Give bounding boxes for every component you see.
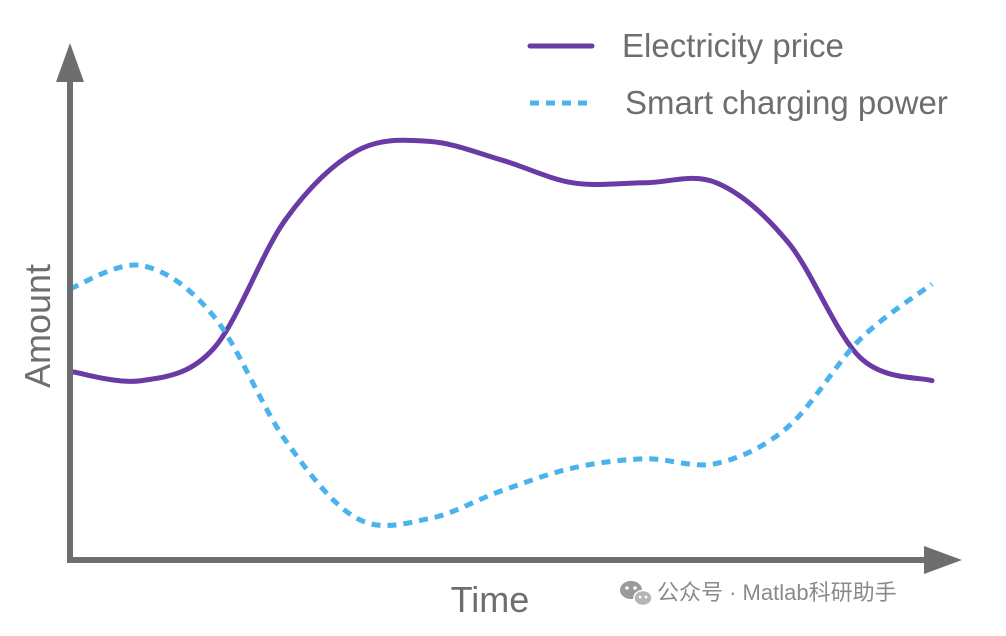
- y-axis-label: Amount: [17, 264, 58, 388]
- watermark-text: 公众号 · Matlab科研助手: [657, 580, 897, 605]
- series-line-smart-charging-power: [69, 262, 934, 528]
- series-layer: [67, 137, 935, 528]
- series-line-electricity-price: [67, 137, 935, 384]
- y-axis-arrow-icon: [56, 43, 84, 82]
- watermark: 公众号 · Matlab科研助手: [620, 580, 897, 607]
- legend: Electricity price Smart charging power: [527, 27, 948, 121]
- x-axis-arrow-icon: [924, 546, 962, 574]
- wechat-icon: [620, 581, 653, 607]
- legend-label-electricity-price: Electricity price: [622, 27, 844, 64]
- x-axis-label: Time: [451, 579, 530, 620]
- legend-label-smart-charging-power: Smart charging power: [625, 84, 948, 121]
